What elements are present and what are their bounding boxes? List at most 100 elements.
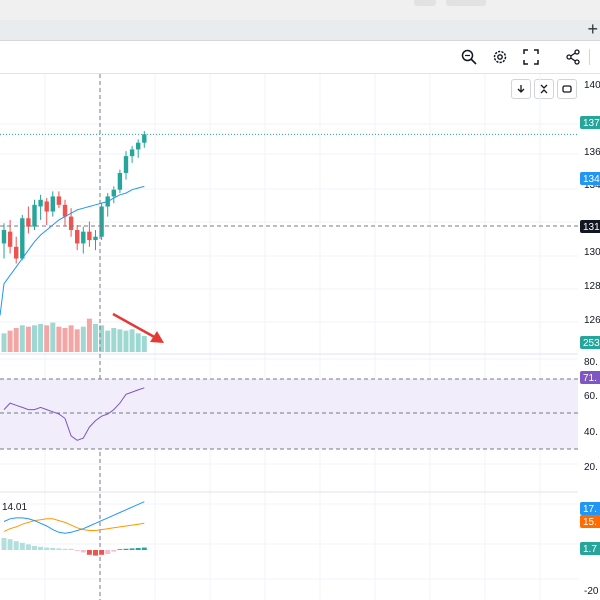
ma-price-tag-bg	[580, 172, 600, 185]
volume-bar	[117, 329, 123, 352]
zoom-search-icon[interactable]	[459, 47, 479, 67]
macd-histogram-bar	[25, 544, 31, 550]
macd-histogram-bar	[32, 546, 37, 550]
macd-line	[3, 501, 145, 534]
macd-axis-tick: -20	[584, 586, 599, 597]
macd-histogram-bar	[99, 550, 105, 555]
rsi-axis-tick: 40.	[584, 427, 598, 438]
chart-toolbar	[0, 41, 600, 74]
macd-value-tag-bg	[580, 502, 600, 515]
signal-value-tag: 15.	[583, 517, 597, 528]
rsi-line	[3, 387, 145, 441]
last-price-tag: 137	[583, 118, 600, 129]
candle-body	[20, 218, 25, 259]
crosshair-price-tag-bg	[580, 220, 600, 233]
price-axis-tick: 140	[584, 80, 600, 91]
price-axis-tick: 128	[584, 281, 600, 292]
macd-histogram-bar	[44, 547, 50, 550]
candle-body	[142, 134, 147, 143]
histogram-value-tag: 1.7	[583, 544, 597, 555]
volume-bar	[25, 326, 31, 352]
candle-body	[75, 230, 80, 244]
candle-body	[32, 204, 37, 227]
macd-histogram-bar	[56, 548, 62, 550]
candle-body	[87, 231, 92, 241]
macd-value-tag: 17.	[583, 504, 597, 515]
annotation-arrow-line	[112, 312, 159, 341]
volume-bar	[7, 330, 13, 352]
price-axis-tick: 134	[584, 180, 600, 191]
rsi-axis-tick: 80.	[584, 357, 598, 368]
fullscreen-icon[interactable]	[521, 47, 541, 67]
new-tab-button[interactable]: +	[587, 19, 598, 39]
price-axis-tick: 136	[584, 147, 600, 158]
candle-body	[38, 199, 43, 207]
volume-bar	[32, 325, 37, 352]
macd-histogram-bar	[38, 546, 44, 550]
candle-body	[26, 218, 31, 227]
volume-bar	[129, 329, 135, 352]
volume-bar	[74, 329, 80, 352]
tab-strip	[0, 20, 600, 41]
collapse-icon[interactable]	[534, 79, 554, 99]
volume-bar	[56, 326, 62, 352]
volume-bar	[93, 324, 98, 352]
macd-histogram-bar	[135, 548, 141, 550]
moving-average-line	[0, 185, 145, 316]
macd-histogram-bar	[141, 547, 147, 550]
volume-bar	[86, 318, 92, 352]
candle-body	[56, 196, 62, 205]
volume-bar	[38, 324, 44, 352]
candle-body	[99, 206, 104, 237]
volume-bar	[111, 328, 117, 352]
candle-body	[50, 196, 55, 212]
macd-histogram-bar	[74, 550, 80, 551]
rsi-axis-tick: 60.	[584, 391, 598, 402]
macd-histogram-bar	[117, 549, 123, 550]
histogram-value-tag-bg	[580, 542, 600, 555]
macd-histogram-bar	[50, 548, 56, 550]
window-titlebar	[0, 0, 600, 20]
candle-body	[14, 246, 19, 259]
macd-histogram-bar	[62, 548, 68, 550]
macd-histogram-bar	[129, 548, 135, 550]
macd-histogram-bar	[105, 550, 111, 554]
volume-bar	[68, 325, 74, 352]
macd-signal-line	[3, 518, 145, 532]
crosshair-price-tag: 131	[583, 222, 600, 233]
candle-body	[68, 216, 74, 230]
volume-bar	[123, 330, 129, 352]
macd-value-label: 14.01	[2, 502, 27, 513]
candle-body	[81, 231, 86, 244]
ma-price-tag: 134	[583, 174, 600, 185]
candle-body	[93, 236, 98, 241]
chart-canvas[interactable]: 14.01 140 136 134 130 128 126 80. 60. 40. 20. -20 13…	[0, 74, 600, 600]
signal-value-tag-bg	[580, 515, 600, 528]
down-arrow-icon[interactable]	[511, 79, 531, 99]
candle-body	[117, 172, 123, 190]
volume-bar	[105, 330, 111, 352]
volume-bar	[50, 322, 56, 352]
volume-bar	[62, 328, 68, 352]
window-control[interactable]	[414, 0, 436, 6]
last-price-tag-bg	[580, 116, 600, 129]
window-control[interactable]	[446, 0, 486, 6]
price-axis-tick: 130	[584, 247, 600, 258]
rsi-value-tag-bg	[580, 371, 600, 384]
macd-histogram-bar	[86, 550, 92, 555]
volume-bar	[80, 326, 86, 352]
candle-body	[7, 231, 13, 247]
macd-histogram-bar	[80, 550, 86, 553]
candle-body	[111, 189, 116, 197]
macd-histogram-bar	[123, 548, 129, 550]
volume-bar	[13, 328, 19, 352]
share-icon[interactable]	[563, 47, 583, 67]
gear-icon[interactable]	[490, 47, 510, 67]
rsi-value-tag: 71.	[583, 373, 597, 384]
candle-body	[62, 204, 68, 217]
volume-tag: 253	[583, 338, 600, 349]
macd-histogram-bar	[19, 542, 25, 550]
maximize-icon[interactable]	[557, 79, 577, 99]
macd-histogram-bar	[111, 550, 117, 552]
volume-bar	[99, 325, 105, 352]
